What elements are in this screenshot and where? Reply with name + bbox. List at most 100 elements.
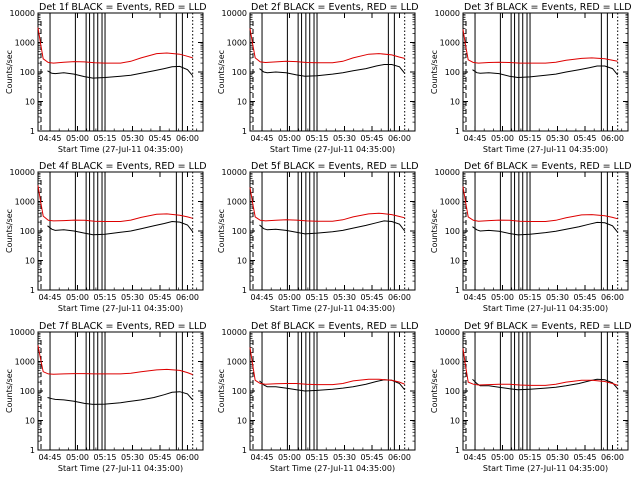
events-series-line: [259, 220, 406, 235]
y-tick-label: 1000: [15, 198, 35, 207]
x-tick-label: 05:00: [278, 453, 301, 462]
x-tick-label: 05:30: [121, 134, 144, 143]
panel-title: Det 5f BLACK = Events, RED = LLD: [251, 161, 419, 172]
lld-series-line: [249, 187, 405, 222]
y-tick-label: 10000: [222, 168, 247, 177]
y-tick-label: 10: [237, 257, 247, 266]
x-tick-label: 05:45: [360, 134, 383, 143]
x-tick-label: 05:00: [66, 453, 89, 462]
events-series-line: [472, 378, 619, 391]
y-tick-label: 10000: [10, 168, 35, 177]
panel-title: Det 2f BLACK = Events, RED = LLD: [251, 2, 419, 13]
y-tick-label: 100: [445, 68, 460, 77]
x-tick-label: 05:30: [546, 453, 569, 462]
panel-det-9: 1 10 100 1000 10000 04:45 05:00 05:15 05:30 05:45…: [430, 321, 632, 473]
panel-det-5: 1 10 100 1000 10000 04:45 05:00 05:15 05:30 05:45…: [217, 161, 419, 313]
events-series-line: [47, 220, 194, 236]
y-tick-label: 10: [237, 98, 247, 107]
lld-series-line: [462, 348, 618, 386]
y-tick-label: 1000: [440, 39, 460, 48]
panel-det-7: 1 10 100 1000 10000 04:45 05:00 05:15 05:30 05:45…: [5, 321, 207, 473]
x-axis-label: Start Time (27-Jul-11 04:35:00): [270, 464, 395, 473]
y-axis-label: Counts/sec: [430, 369, 439, 413]
x-tick-label: 06:00: [388, 453, 411, 462]
y-tick-label: 1000: [227, 358, 247, 367]
x-tick-label: 06:00: [601, 134, 624, 143]
x-tick-label: 05:30: [333, 293, 356, 302]
panel-title: Det 7f BLACK = Events, RED = LLD: [39, 321, 207, 332]
x-tick-label: 05:15: [305, 453, 328, 462]
y-tick-label: 1000: [15, 358, 35, 367]
y-axis-label: Counts/sec: [5, 369, 14, 413]
x-tick-label: 04:45: [463, 134, 486, 143]
panel-det-4: 1 10 100 1000 10000 04:45 05:00 05:15 05:30 05:45…: [5, 161, 207, 313]
x-tick-label: 05:30: [333, 453, 356, 462]
y-tick-label: 1000: [15, 39, 35, 48]
x-tick-label: 05:15: [93, 293, 116, 302]
panel-det-8: 1 10 100 1000 10000 04:45 05:00 05:15 05:30 05:45…: [217, 321, 419, 473]
y-tick-label: 10000: [222, 328, 247, 337]
y-tick-label: 10: [450, 417, 460, 426]
events-series-line: [259, 379, 406, 392]
panel-title: Det 9f BLACK = Events, RED = LLD: [464, 321, 632, 332]
y-axis-label: Counts/sec: [217, 209, 226, 253]
x-tick-label: 04:45: [38, 293, 61, 302]
x-tick-label: 05:45: [148, 453, 171, 462]
x-tick-label: 05:45: [573, 293, 596, 302]
y-tick-label: 1: [242, 127, 247, 136]
panel-det-1: 1 10 100 1000 10000 04:45 05:00 05:15 05:30 05:45…: [5, 2, 207, 154]
x-tick-label: 06:00: [176, 134, 199, 143]
x-tick-label: 05:15: [93, 453, 116, 462]
y-tick-label: 1000: [227, 39, 247, 48]
y-tick-label: 100: [232, 68, 247, 77]
x-tick-label: 06:00: [388, 134, 411, 143]
y-tick-label: 1: [30, 127, 35, 136]
y-tick-label: 1: [455, 446, 460, 455]
x-tick-label: 05:15: [93, 134, 116, 143]
x-tick-label: 05:00: [66, 293, 89, 302]
x-axis-label: Start Time (27-Jul-11 04:35:00): [58, 304, 183, 313]
panel-title: Det 8f BLACK = Events, RED = LLD: [251, 321, 419, 332]
x-tick-label: 05:00: [278, 293, 301, 302]
y-tick-label: 10000: [435, 168, 460, 177]
x-axis-label: Start Time (27-Jul-11 04:35:00): [483, 304, 608, 313]
x-tick-label: 05:45: [360, 453, 383, 462]
x-axis-label: Start Time (27-Jul-11 04:35:00): [58, 145, 183, 154]
plot-frame: [37, 171, 204, 291]
y-tick-label: 10000: [10, 9, 35, 18]
x-tick-label: 05:15: [518, 453, 541, 462]
x-tick-label: 04:45: [463, 293, 486, 302]
panel-det-3: 1 10 100 1000 10000 04:45 05:00 05:15 05:30 05:45…: [430, 2, 632, 154]
y-tick-label: 100: [20, 227, 35, 236]
lld-series-line: [462, 29, 618, 64]
y-axis-label: Counts/sec: [217, 369, 226, 413]
lld-series-line: [249, 347, 405, 386]
x-tick-label: 05:00: [491, 134, 514, 143]
y-tick-label: 1000: [440, 358, 460, 367]
y-tick-label: 100: [445, 227, 460, 236]
x-tick-label: 05:45: [148, 134, 171, 143]
y-tick-label: 100: [232, 387, 247, 396]
panel-det-2: 1 10 100 1000 10000 04:45 05:00 05:15 05:30 05:45…: [217, 2, 419, 154]
x-tick-label: 05:45: [360, 293, 383, 302]
events-series-line: [472, 221, 619, 236]
x-tick-label: 04:45: [38, 134, 61, 143]
x-tick-label: 05:00: [491, 293, 514, 302]
panel-det-6: 1 10 100 1000 10000 04:45 05:00 05:15 05:30 05:45…: [430, 161, 632, 313]
y-tick-label: 100: [445, 387, 460, 396]
y-tick-label: 100: [20, 68, 35, 77]
y-tick-label: 1: [242, 446, 247, 455]
y-tick-label: 10000: [435, 328, 460, 337]
x-axis-label: Start Time (27-Jul-11 04:35:00): [270, 145, 395, 154]
y-tick-label: 1: [455, 127, 460, 136]
x-tick-label: 05:45: [573, 134, 596, 143]
x-tick-label: 04:45: [250, 134, 273, 143]
panel-title: Det 1f BLACK = Events, RED = LLD: [39, 2, 207, 13]
x-tick-label: 06:00: [601, 453, 624, 462]
y-tick-label: 10000: [435, 9, 460, 18]
y-axis-label: Counts/sec: [217, 50, 226, 94]
lld-series-line: [37, 345, 193, 376]
x-axis-label: Start Time (27-Jul-11 04:35:00): [483, 145, 608, 154]
y-axis-label: Counts/sec: [5, 50, 14, 94]
y-tick-label: 1: [455, 286, 460, 295]
